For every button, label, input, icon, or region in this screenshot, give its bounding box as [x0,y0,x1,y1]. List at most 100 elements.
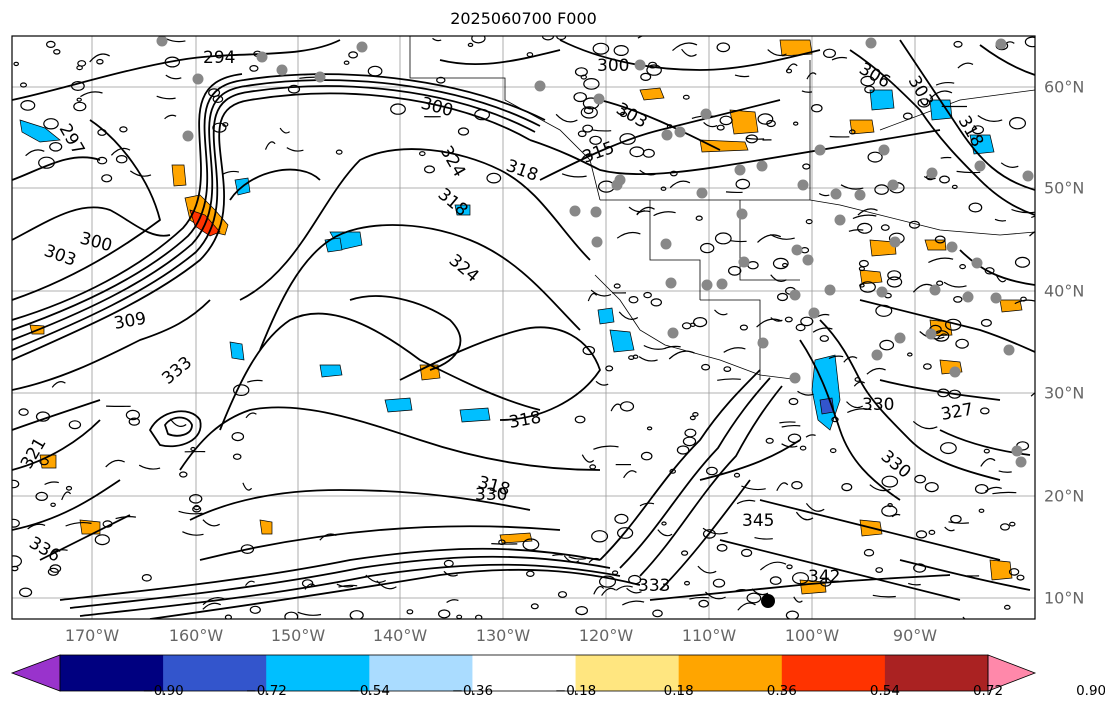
colorbar-segment [369,655,473,691]
contour-fragment [681,322,692,330]
graticule [12,36,1035,619]
contour-fragment [866,367,886,375]
latitude-label: 50°N [1044,178,1085,198]
contour-fragment [574,415,586,424]
contour-fragment [208,88,221,98]
longitude-label: 150°W [270,626,326,645]
contour-fragment [115,154,128,164]
station-marker [1015,456,1027,468]
station-marker [814,144,826,156]
contour-fragment [917,98,931,108]
contour-fragment [891,513,901,518]
contour-fragment [279,127,290,134]
contour-fragment [924,482,939,493]
contour-fragment [980,458,996,467]
contour-fragment [582,345,596,356]
contour-fragment [660,186,667,191]
contour-fragment [643,291,652,299]
longitude-label: 100°W [784,626,840,645]
contour-fragment [65,485,73,491]
contour-fragment [637,36,644,39]
contour-fragment [799,445,807,451]
station-marker [696,187,708,199]
shaded-region [324,237,343,253]
contour-fragment [623,470,637,479]
contour-fragment [475,614,483,619]
station-marker [797,179,809,191]
contour-fragment [661,521,667,526]
contour-label: 294 [203,48,235,68]
contour-fragment [50,502,56,507]
contour-fragment [806,72,817,80]
contour-fragment [619,133,636,145]
contour-fragment [1031,215,1035,219]
contour-fragment [436,76,446,84]
contour-fragment [605,365,614,372]
contour-fragment [525,570,535,578]
contour-fragment [682,436,697,447]
contour-fragment [886,276,903,288]
contour-fragment [119,126,128,133]
contour-fragment [76,97,82,102]
divergence-shading [19,39,1023,595]
contour-fragment [287,84,301,94]
contour-fragment [619,401,635,412]
contour-fragment [242,482,253,491]
shaded-region [454,204,471,216]
colorbar-tick-label: −0.54 [348,683,390,699]
contour-fragment [751,588,769,596]
contour-fragment [129,170,152,177]
contour-fragment [937,333,948,339]
contour-fragment [178,510,203,515]
colorbar-tick-label: 0.36 [766,683,797,699]
contour-fragment [43,118,59,130]
contour-fragment [700,242,715,254]
political-borders [409,36,1035,381]
contour-fragment [733,472,741,478]
station-marker [1003,344,1015,356]
contour-fragment [650,298,663,307]
contour-fragment [336,583,354,588]
contour-fragment [498,539,506,546]
latitude-label: 20°N [1044,486,1085,506]
contour-fragment [38,156,55,169]
contour-fragment [68,420,82,430]
contour-fragment [848,129,856,135]
station-marker [962,291,974,303]
contour-fragment [628,574,642,585]
contour-label: 300 [597,56,629,76]
contour-fragment [96,58,104,65]
shaded-region [79,519,101,535]
contour-fragment [76,65,83,71]
contour-fragment [787,433,802,444]
contour-label: 333 [638,576,670,596]
contour-fragment [863,548,875,557]
contour-fragment [669,180,691,189]
contour-fragment [745,137,765,140]
longitude-label: 140°W [372,626,428,645]
contour-fragment [232,453,242,460]
contour-fragment [935,81,955,86]
contour-fragment [640,72,652,82]
contour-label: 345 [742,511,774,531]
contour-fragment [582,124,594,133]
contour-fragment [733,589,747,593]
contour-fragment [574,67,588,77]
contour-fragment [669,170,678,177]
contour-fragment [94,534,110,546]
shaded-region [869,239,897,257]
station-marker [949,366,961,378]
station-marker [276,64,288,76]
contour-fragment [800,316,814,327]
contour-fragment [335,149,343,155]
station-marker [674,126,686,138]
contour-fragment [53,48,61,55]
contour-fragment [639,502,655,507]
station-marker [256,51,268,63]
contour-fragment [719,115,733,126]
station-marker [889,236,901,248]
station-marker [946,241,958,253]
contour-fragment [73,101,87,112]
longitude-label: 120°W [578,626,634,645]
station-marker [824,284,836,296]
